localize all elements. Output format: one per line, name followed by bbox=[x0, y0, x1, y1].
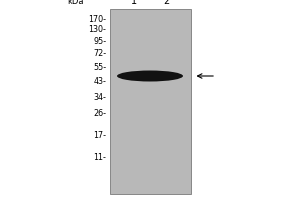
Ellipse shape bbox=[117, 71, 183, 82]
Text: 17-: 17- bbox=[94, 132, 106, 140]
Text: 1: 1 bbox=[131, 0, 137, 6]
Bar bbox=[110, 9, 190, 194]
Text: 11-: 11- bbox=[94, 154, 106, 162]
Text: kDa: kDa bbox=[68, 0, 84, 6]
Text: 130-: 130- bbox=[88, 24, 106, 33]
Text: 55-: 55- bbox=[93, 64, 106, 72]
Text: 95-: 95- bbox=[93, 36, 106, 46]
Text: 26-: 26- bbox=[94, 110, 106, 118]
Text: 170-: 170- bbox=[88, 15, 106, 23]
Text: 34-: 34- bbox=[94, 92, 106, 102]
Text: 2: 2 bbox=[163, 0, 169, 6]
Text: 43-: 43- bbox=[94, 77, 106, 86]
Text: 72-: 72- bbox=[93, 49, 106, 58]
